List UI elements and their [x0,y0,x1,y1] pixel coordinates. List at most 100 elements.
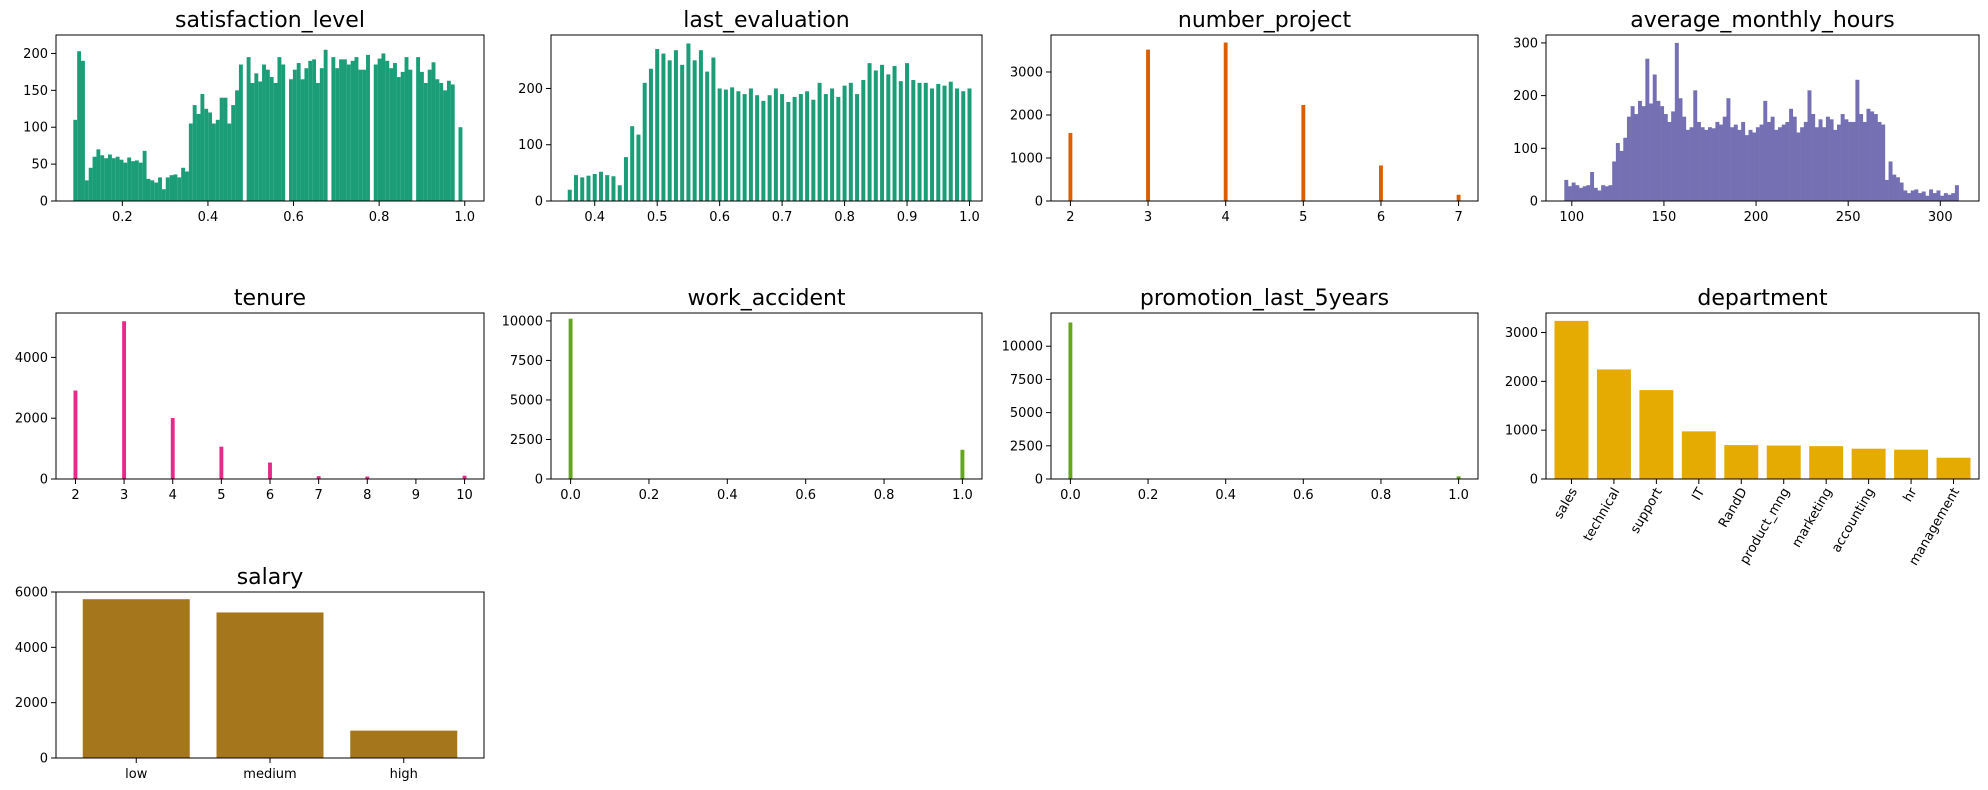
y-tick-label: 0 [1035,195,1043,210]
bar [1623,137,1628,201]
bar [823,94,828,201]
x-tick-label: 0.4 [198,210,219,225]
bar [568,318,573,479]
bar [1619,150,1624,201]
y-tick-label: 10000 [502,314,543,329]
bar [1582,186,1587,201]
bar [312,59,317,201]
x-tick-label: 9 [412,488,420,503]
y-tick-label: 6000 [15,586,48,601]
bar [842,85,847,201]
y-tick-label: 4000 [15,351,48,366]
y-tick-label: 0 [40,752,48,767]
bar [223,97,228,201]
bar [598,171,603,201]
bar [1730,127,1735,201]
bar [1770,116,1775,201]
bar [836,96,841,201]
bar [1068,132,1073,201]
x-tick-label: 150 [1652,210,1677,225]
bar [73,390,78,479]
bar [1818,119,1823,201]
x-tick-label: 3 [120,488,128,503]
bar [1814,127,1819,201]
bar [1649,103,1653,201]
bar [1825,116,1830,201]
bar [880,64,885,201]
x-tick-label: 0.6 [1293,488,1314,503]
x-tick-label: 2 [71,488,79,503]
x-tick-label: 4 [169,488,177,503]
bar [1737,129,1742,201]
x-tick-label: medium [243,767,296,782]
bar [960,449,965,479]
bar [1571,182,1576,201]
y-tick-label: 150 [23,84,48,99]
subplot-average_monthly_hours: average_monthly_hours 0 100 200 300 100 150 200… [1513,8,1980,225]
bar [1708,127,1712,201]
x-tick-label: 0.6 [283,210,304,225]
bar [961,91,966,201]
bar [755,95,760,201]
subplot-last_evaluation: last_evaluation 0 100 200 0.4 0.5 0.6 0.7 0.8 0.9… [518,8,983,225]
bar [169,175,174,201]
bar [316,476,321,479]
bar [1696,121,1701,201]
bar [1741,121,1746,201]
bar [73,119,78,201]
bar [181,167,186,201]
bar [798,94,803,201]
bar [1836,124,1841,201]
bar [150,180,155,201]
bar [1590,172,1595,201]
bar [1456,476,1461,479]
bar [886,74,891,201]
bar [1766,121,1771,201]
bar [1641,106,1646,201]
bar [1146,49,1150,202]
bar [1914,189,1919,201]
bar [408,69,413,202]
bar [1678,98,1683,201]
bar [81,60,85,201]
bar [1726,98,1731,201]
bar [296,63,301,201]
bar [431,62,436,201]
bar [1840,114,1845,201]
x-tick-label: 7 [1454,210,1462,225]
bar [227,123,232,201]
bar [655,49,660,201]
bar [262,64,266,201]
bar [742,94,747,201]
subplot-work_accident: work_accident 0 2500 5000 7500 10000 0.0 0.2 0.4… [502,286,983,503]
bar [192,105,197,201]
bar [680,64,685,201]
bar [1719,124,1724,201]
y-tick-label: 7500 [1010,373,1043,388]
bar [1899,182,1904,201]
bar [1660,106,1665,201]
bar [115,156,120,201]
bar [450,84,455,201]
plot-frame [1050,312,1479,480]
bar [250,82,255,201]
bar [1895,177,1900,201]
subplot-tenure: tenure 0 2000 4000 2 3 4 5 6 7 8 9 10 [15,286,485,503]
bar [208,112,213,201]
y-tick-label: 1000 [1010,151,1043,166]
x-tick-label: low [125,767,148,782]
bar [1608,185,1613,201]
bar [911,80,916,201]
subplot-title: work_accident [687,286,845,311]
bar [331,57,336,201]
bar [648,68,653,201]
bar [761,100,766,201]
x-tick-label: technical [1581,486,1624,545]
bar [319,68,324,201]
bar [1870,111,1875,201]
bar [630,126,635,201]
subplot-satisfaction_level: satisfaction_level 0 50 100 150 200 0.2 0.4 0.6 0… [23,8,485,225]
bar [350,60,355,201]
bar [686,43,691,201]
bar [1881,124,1886,201]
